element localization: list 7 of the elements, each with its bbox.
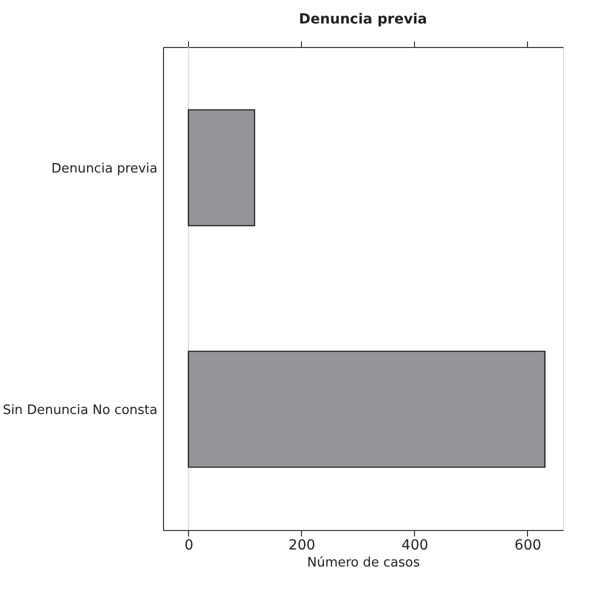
x-tick-label: 400 [402, 538, 428, 554]
x-tick-label: 200 [288, 538, 316, 554]
x-tick-label: 0 [184, 538, 194, 554]
y-tick-label: Sin Denuncia No consta [2, 402, 158, 418]
x-tick-label: 600 [514, 538, 542, 554]
chart-title: Denuncia previa [298, 12, 428, 28]
x-axis-title: Número de casos [307, 556, 420, 570]
